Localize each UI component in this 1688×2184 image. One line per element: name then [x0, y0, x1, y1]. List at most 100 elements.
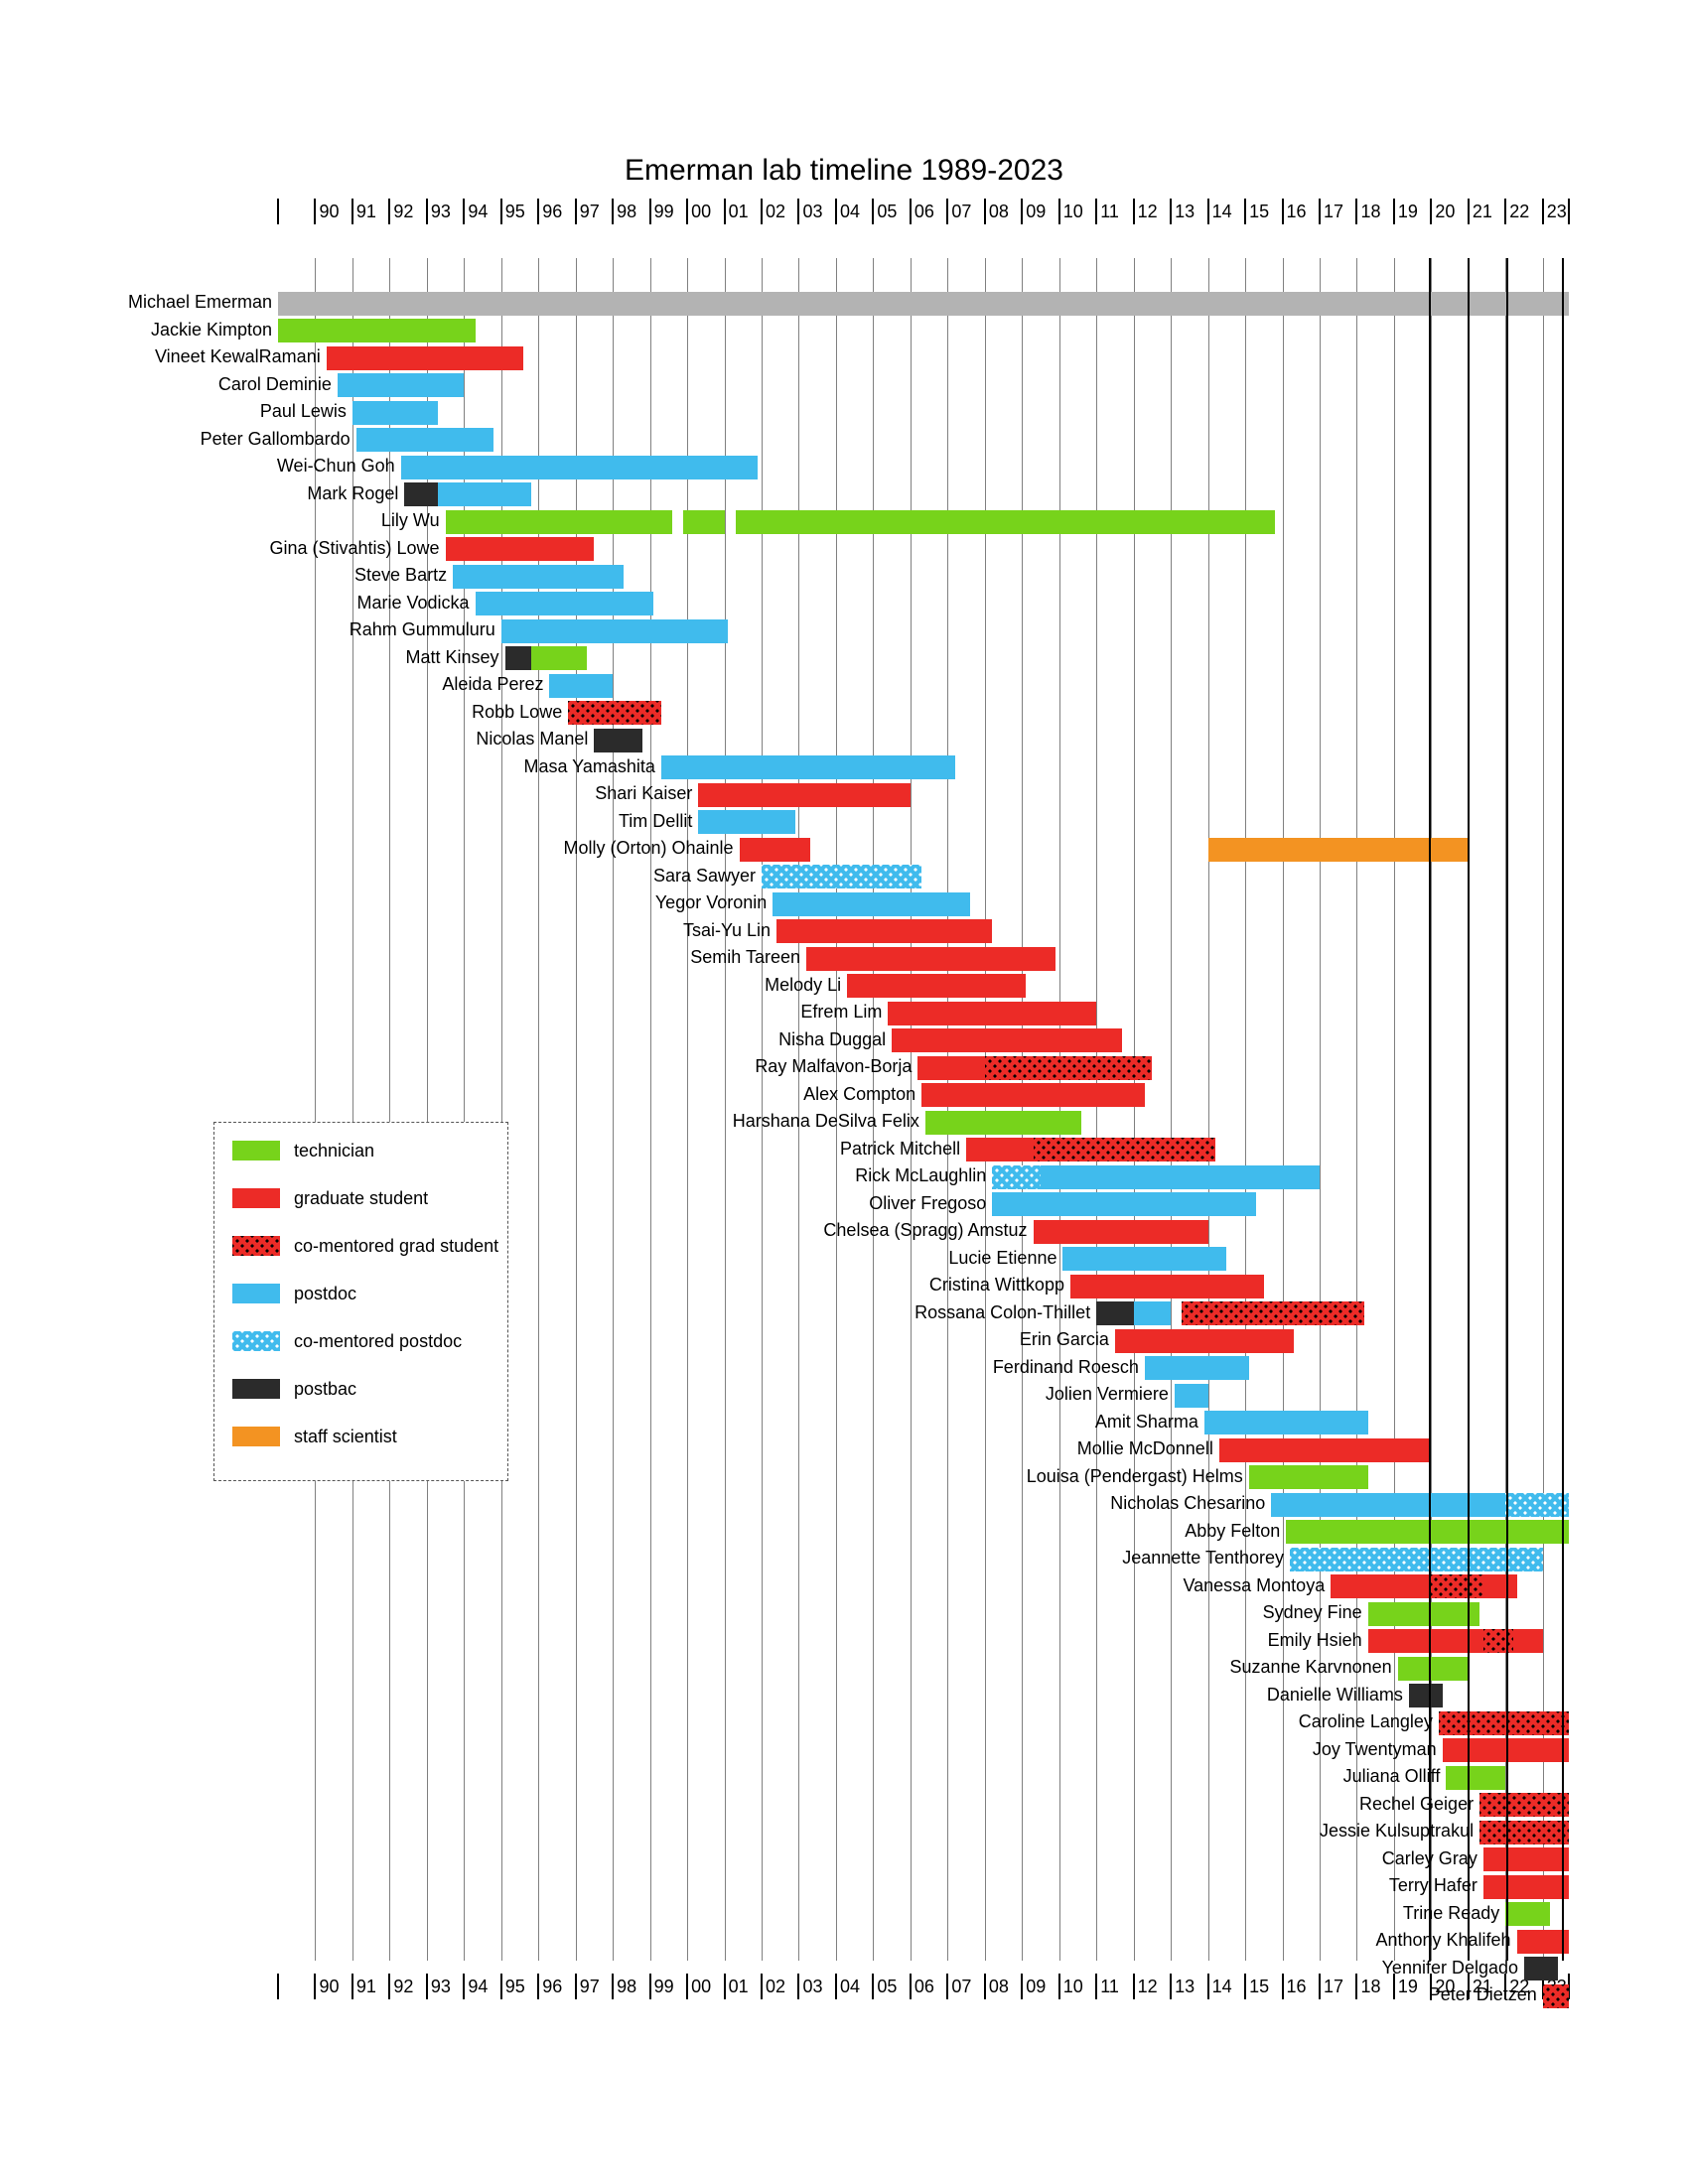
year-tick-top: 12	[1138, 202, 1158, 222]
person-name: Marie Vodicka	[0, 593, 470, 614]
person-name: Ray Malfavon-Borja	[0, 1056, 912, 1077]
timeline-bar	[698, 783, 911, 807]
person-name: Nicolas Manel	[0, 729, 588, 750]
year-tick-top: 91	[356, 202, 376, 222]
legend-swatch	[232, 1188, 280, 1208]
heavy-year-line	[1562, 258, 1564, 1961]
timeline-bar	[278, 292, 1569, 316]
person-name: Lucie Etienne	[0, 1248, 1056, 1269]
timeline-bar	[921, 1083, 1145, 1107]
timeline-bar	[327, 346, 524, 370]
person-name: Mollie McDonnell	[0, 1438, 1213, 1459]
person-name: Sara Sawyer	[0, 866, 756, 887]
timeline-bar	[1034, 1138, 1216, 1161]
person-name: Melody Li	[0, 975, 841, 996]
timeline-bar	[776, 919, 992, 943]
legend-label: technician	[294, 1141, 374, 1161]
timeline-bar	[1331, 1574, 1431, 1598]
person-name: Peter Gallombardo	[0, 429, 351, 450]
year-tick-top: 90	[319, 202, 339, 222]
timeline-bar	[1483, 1574, 1517, 1598]
timeline-bar	[1062, 1247, 1226, 1271]
person-name: Nisha Duggal	[0, 1029, 886, 1050]
person-name: Vanessa Montoya	[0, 1575, 1325, 1596]
person-name: Wei-Chun Goh	[0, 456, 395, 477]
person-name: Peter Dietzen	[0, 1984, 1537, 2005]
timeline-bar	[1398, 1657, 1469, 1681]
timeline-bar	[1034, 1220, 1208, 1244]
timeline-bar	[1145, 1356, 1249, 1380]
year-tick-top: 95	[505, 202, 525, 222]
person-name: Danielle Williams	[0, 1685, 1403, 1706]
person-name: Yennifer Delgado	[0, 1958, 1518, 1979]
year-tick-top: 20	[1435, 202, 1455, 222]
timeline-bar	[1505, 1902, 1550, 1926]
timeline-bar	[1041, 1165, 1320, 1189]
timeline-bar	[568, 701, 661, 725]
year-tick-top: 04	[840, 202, 860, 222]
timeline-bar	[549, 674, 613, 698]
year-tick-top: 19	[1398, 202, 1418, 222]
year-tick-top: 10	[1063, 202, 1083, 222]
timeline-bar	[892, 1028, 1122, 1052]
timeline-bar	[1070, 1275, 1264, 1298]
person-name: Anthony Khalifeh	[0, 1930, 1511, 1951]
person-name: Abby Felton	[0, 1521, 1280, 1542]
legend-label: co-mentored postdoc	[294, 1331, 462, 1352]
person-name: Rahm Gummuluru	[0, 619, 495, 640]
year-tick-top: 16	[1287, 202, 1307, 222]
legend-swatch	[232, 1141, 280, 1160]
heavy-year-line	[1506, 258, 1508, 1961]
timeline-bar	[1446, 1766, 1505, 1790]
timeline-bar	[1431, 1574, 1482, 1598]
year-tick-top: 96	[542, 202, 562, 222]
person-name: Caroline Langley	[0, 1711, 1433, 1732]
timeline-bar	[773, 892, 970, 916]
year-tick-top: 18	[1360, 202, 1380, 222]
legend-label: graduate student	[294, 1188, 428, 1209]
timeline-bar	[1483, 1629, 1513, 1653]
legend-item: staff scientist	[232, 1427, 397, 1446]
person-name: Carley Gray	[0, 1848, 1477, 1869]
heavy-year-line	[1468, 258, 1470, 1961]
heavy-year-line	[1429, 258, 1431, 1961]
person-name: Sydney Fine	[0, 1602, 1362, 1623]
timeline-bar	[1204, 1411, 1368, 1434]
legend-label: staff scientist	[294, 1427, 397, 1447]
timeline-bar	[698, 810, 794, 834]
timeline-bar	[985, 1056, 1153, 1080]
person-name: Jeannette Tenthorey	[0, 1548, 1284, 1569]
person-name: Erin Garcia	[0, 1329, 1109, 1350]
person-name: Michael Emerman	[0, 292, 272, 313]
timeline-bar	[1368, 1602, 1479, 1626]
person-name: Aleida Perez	[0, 674, 543, 695]
year-tick-top: 17	[1324, 202, 1343, 222]
legend-label: co-mentored grad student	[294, 1236, 498, 1257]
person-name: Vineet KewalRamani	[0, 346, 321, 367]
person-name: Terry Hafer	[0, 1875, 1477, 1896]
person-name: Joy Twentyman	[0, 1739, 1437, 1760]
timeline-bar	[992, 1165, 1041, 1189]
timeline-bar	[1524, 1957, 1558, 1980]
year-tick-top: 03	[802, 202, 822, 222]
timeline-bar	[1479, 1793, 1569, 1817]
person-name: Amit Sharma	[0, 1412, 1198, 1433]
person-name: Alex Compton	[0, 1084, 915, 1105]
legend-label: postbac	[294, 1379, 356, 1400]
timeline-bar	[446, 510, 673, 534]
year-tick-top: 98	[617, 202, 636, 222]
person-name: Suzanne Karvnonen	[0, 1657, 1392, 1678]
year-tick-top: 22	[1509, 202, 1529, 222]
timeline-bar	[1505, 1493, 1569, 1517]
timeline-bar	[438, 482, 531, 506]
timeline-bar	[1483, 1875, 1569, 1899]
timeline-bar	[1543, 1984, 1569, 2008]
timeline-bar	[740, 838, 810, 862]
legend-swatch	[232, 1379, 280, 1399]
timeline-bar	[401, 456, 759, 479]
legend-swatch	[232, 1427, 280, 1446]
legend-swatch	[232, 1284, 280, 1303]
person-name: Tsai-Yu Lin	[0, 920, 771, 941]
person-name: Masa Yamashita	[0, 756, 655, 777]
timeline-bar	[338, 373, 464, 397]
